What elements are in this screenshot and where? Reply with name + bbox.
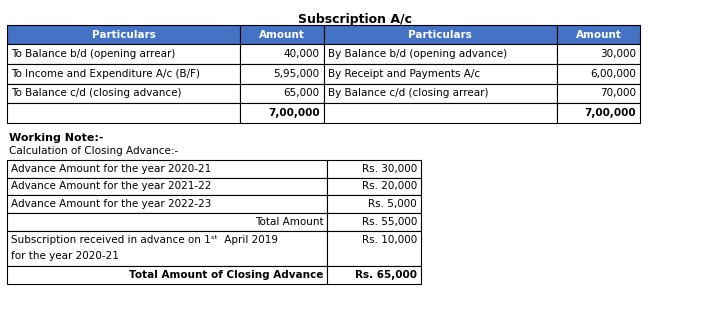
Bar [240,25,324,44]
Text: Advance Amount for the year 2020-21: Advance Amount for the year 2020-21 [11,164,212,174]
Text: Advance Amount for the year 2022-23: Advance Amount for the year 2022-23 [11,199,212,209]
Bar [327,160,421,178]
Bar [7,25,240,44]
Text: Rs. 55,000: Rs. 55,000 [362,217,417,227]
Text: By Balance b/d (opening advance): By Balance b/d (opening advance) [327,49,507,59]
Text: Amount: Amount [259,29,305,40]
Bar [240,103,324,123]
Text: Particulars: Particulars [92,29,155,40]
Bar [327,266,421,284]
Bar [327,195,421,213]
Text: 65,000: 65,000 [283,88,320,98]
Bar [7,44,240,64]
Bar [327,213,421,231]
Text: By Balance c/d (closing arrear): By Balance c/d (closing arrear) [327,88,488,98]
Bar [324,25,557,44]
Bar [557,84,640,103]
Text: Rs. 20,000: Rs. 20,000 [362,181,417,191]
Text: Subscription A/c: Subscription A/c [298,13,412,26]
Bar [557,44,640,64]
Text: By Receipt and Payments A/c: By Receipt and Payments A/c [327,69,480,79]
Bar [240,64,324,84]
Bar [7,231,327,266]
Text: Total Amount of Closing Advance: Total Amount of Closing Advance [129,270,323,280]
Text: Rs. 30,000: Rs. 30,000 [362,164,417,174]
Text: 30,000: 30,000 [601,49,636,59]
Bar [327,231,421,266]
Text: Working Note:-: Working Note:- [9,133,104,143]
Text: 40,000: 40,000 [284,49,320,59]
Text: 5,95,000: 5,95,000 [273,69,320,79]
Bar [7,103,240,123]
Text: 7,00,000: 7,00,000 [585,108,636,118]
Text: Amount: Amount [576,29,621,40]
Bar [324,103,557,123]
Text: for the year 2020-21: for the year 2020-21 [11,251,119,261]
Bar [7,84,240,103]
Bar [327,178,421,195]
Text: Rs. 10,000: Rs. 10,000 [362,236,417,246]
Bar [324,44,557,64]
Text: Calculation of Closing Advance:-: Calculation of Closing Advance:- [9,146,178,156]
Text: Rs. 5,000: Rs. 5,000 [368,199,417,209]
Bar [7,178,327,195]
Text: 7,00,000: 7,00,000 [268,108,320,118]
Text: 70,000: 70,000 [601,88,636,98]
Text: To Balance c/d (closing advance): To Balance c/d (closing advance) [11,88,182,98]
Bar [324,64,557,84]
Bar [7,266,327,284]
Bar [240,84,324,103]
Text: Subscription received in advance on 1ˢᵗ  April 2019: Subscription received in advance on 1ˢᵗ … [11,236,278,246]
Bar [7,160,327,178]
Text: Total Amount: Total Amount [255,217,323,227]
Text: Rs. 65,000: Rs. 65,000 [355,270,417,280]
Text: 6,00,000: 6,00,000 [591,69,636,79]
Bar [7,64,240,84]
Text: Particulars: Particulars [408,29,472,40]
Bar [557,64,640,84]
Text: To Balance b/d (opening arrear): To Balance b/d (opening arrear) [11,49,175,59]
Text: Advance Amount for the year 2021-22: Advance Amount for the year 2021-22 [11,181,212,191]
Text: To Income and Expenditure A/c (B/F): To Income and Expenditure A/c (B/F) [11,69,200,79]
Bar [324,84,557,103]
Bar [7,213,327,231]
Bar [7,195,327,213]
Bar [557,103,640,123]
Bar [557,25,640,44]
Bar [240,44,324,64]
